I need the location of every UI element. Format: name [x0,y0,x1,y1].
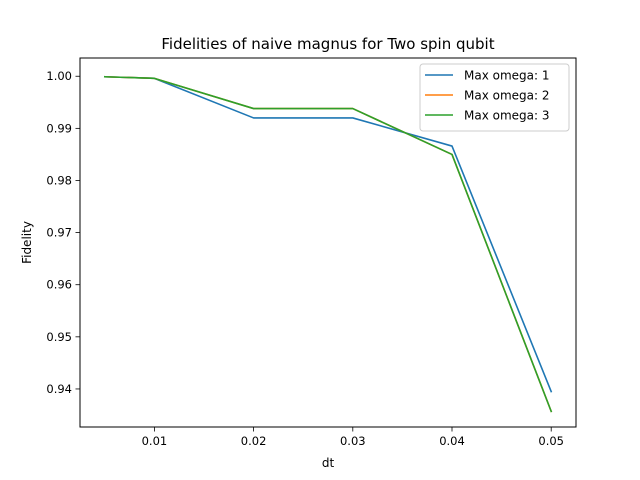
legend-label-3: Max omega: 3 [464,109,550,123]
legend-label-1: Max omega: 1 [464,69,550,83]
y-tick-label: 0.96 [46,278,72,292]
y-tick-label: 0.98 [46,173,72,187]
series-layer [103,75,553,413]
x-tick-label: 0.04 [439,434,465,448]
y-tick-label: 1.00 [46,69,72,83]
y-tick-label: 0.95 [46,330,72,344]
legend-entries: Max omega: 1 Max omega: 2 Max omega: 3 [425,69,550,123]
x-tick-label: 0.03 [340,434,366,448]
plot-frame [79,57,577,428]
y-axis-label: Fidelity [20,221,34,264]
legend-label-2: Max omega: 2 [464,89,550,103]
x-tick-label: 0.01 [142,434,168,448]
x-tick-label: 0.05 [538,434,564,448]
y-tick-label: 0.99 [46,121,72,135]
x-tick-label: 0.02 [241,434,267,448]
y-axis: 0.94 0.95 0.96 0.97 0.98 0.99 1.00 [46,69,80,396]
chart-title: Fidelities of naive magnus for Two spin … [161,35,494,53]
y-tick-label: 0.94 [46,382,72,396]
series-line-3 [103,75,553,413]
y-tick-label: 0.97 [46,226,72,240]
legend-box [419,63,570,132]
x-axis: 0.01 0.02 0.03 0.04 0.05 [142,427,564,448]
x-axis-label: dt [322,456,335,470]
legend: Max omega: 1 Max omega: 2 Max omega: 3 [419,63,570,132]
